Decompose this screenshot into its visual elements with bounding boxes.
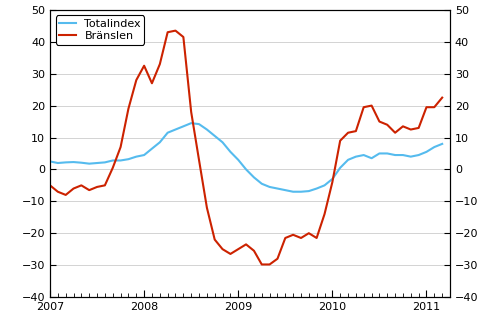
Bränslen [172,29,178,33]
Totalindex [172,128,178,132]
Bränslen [134,78,140,82]
Bränslen [180,35,186,39]
Totalindex [47,159,53,163]
Line: Totalindex: Totalindex [50,123,442,192]
Bränslen [259,262,265,266]
Bränslen [345,131,351,135]
Totalindex [439,142,445,146]
Totalindex [322,183,328,187]
Bränslen [164,30,170,34]
Bränslen [322,212,328,216]
Totalindex [188,121,194,125]
Bränslen [439,96,445,100]
Bränslen [432,105,438,109]
Totalindex [134,155,140,159]
Totalindex [290,190,296,194]
Totalindex [432,145,438,149]
Totalindex [164,131,170,135]
Totalindex [345,158,351,162]
Line: Bränslen: Bränslen [50,31,442,264]
Legend: Totalindex, Bränslen: Totalindex, Bränslen [56,16,144,45]
Bränslen [47,183,53,187]
